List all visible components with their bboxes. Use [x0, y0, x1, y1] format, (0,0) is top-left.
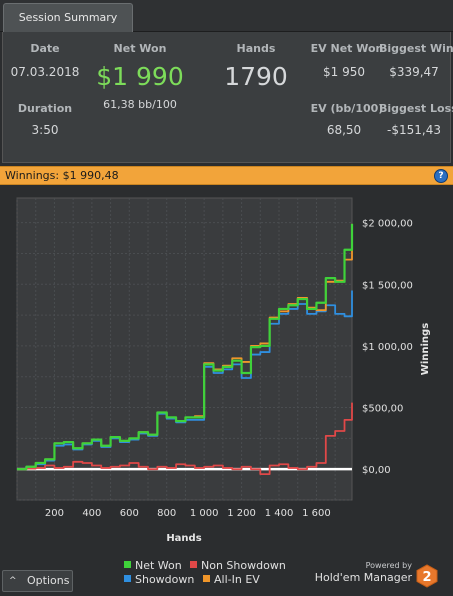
biggest-loss-label: Biggest Loss	[379, 102, 453, 115]
y-tick-label: $1 500,00	[362, 280, 413, 291]
y-tick-label: $1 000,00	[362, 342, 413, 353]
x-axis-label: Hands	[166, 533, 201, 544]
legend-label: All-In EV	[214, 573, 260, 586]
x-tick-label: 1 600	[302, 508, 331, 519]
help-icon[interactable]: ?	[434, 169, 448, 183]
powered-by: Powered by Hold'em Manager	[312, 561, 412, 584]
series-line-non-showdown	[17, 402, 353, 476]
hands-value: 1790	[224, 62, 288, 91]
session-summary-panel: Date 07.03.2018 Duration 3:50 Net Won $1…	[2, 32, 453, 163]
x-tick-labels: 200 400 600 800 1 000 1 200 1 400 1 600	[45, 508, 331, 519]
x-tick-label: 1 400	[265, 508, 294, 519]
biggest-win-label: Biggest Win	[379, 42, 453, 55]
legend-label: Showdown	[135, 573, 195, 586]
legend-item-net-won: Net Won	[124, 559, 182, 572]
logo-number: 2	[422, 570, 431, 585]
plot-area	[16, 197, 353, 501]
winnings-chart: 200 400 600 800 1 000 1 200 1 400 1 600 $0,00 $5…	[2, 186, 451, 594]
ev-net-won-value: $1 950	[323, 65, 365, 79]
y-tick-label: $0,00	[362, 465, 391, 476]
legend-item-non-showdown: Non Showdown	[190, 559, 286, 572]
bb-per-100-value: 61,38 bb/100	[103, 98, 177, 111]
winnings-bar: Winnings: $1 990,48 ?	[0, 166, 453, 185]
legend-label: Non Showdown	[201, 559, 286, 572]
y-tick-labels: $0,00 $500,00 $1 000,00 $1 500,00 $2 000,00	[362, 219, 413, 477]
x-tick-label: 600	[120, 508, 139, 519]
options-button[interactable]: ^ Options	[2, 570, 73, 592]
legend-swatch	[203, 575, 210, 582]
x-tick-label: 1 200	[227, 508, 256, 519]
legend-swatch	[124, 561, 131, 568]
legend-item-all-in-ev: All-In EV	[203, 573, 260, 586]
y-tick-label: $2 000,00	[362, 219, 413, 230]
y-axis-label: Winnings	[420, 323, 431, 375]
duration-value: 3:50	[31, 123, 59, 137]
ev-net-won-label: EV Net Won	[310, 42, 384, 55]
legend-swatch	[124, 575, 131, 582]
tab-session-summary[interactable]: Session Summary	[3, 3, 133, 32]
duration-label: Duration	[17, 102, 73, 115]
date-label: Date	[30, 42, 60, 55]
biggest-loss-value: -$151,43	[387, 123, 441, 137]
x-tick-label: 200	[45, 508, 64, 519]
ev-bb-label: EV (bb/100)	[310, 102, 384, 115]
powered-by-text: Powered by	[365, 561, 412, 570]
net-won-label: Net Won	[113, 42, 167, 55]
legend-swatch	[190, 561, 197, 568]
series-line-net-won	[17, 223, 354, 471]
x-tick-label: 800	[157, 508, 176, 519]
biggest-win-value: $339,47	[389, 65, 439, 79]
ev-bb-value: 68,50	[326, 123, 362, 137]
chart-svg: 200 400 600 800 1 000 1 200 1 400 1 600 $0,00 $5…	[16, 197, 431, 544]
product-name: Hold'em Manager	[314, 571, 412, 584]
net-won-value: $1 990	[96, 62, 184, 91]
x-tick-label: 400	[82, 508, 101, 519]
date-value: 07.03.2018	[10, 65, 80, 79]
legend-label: Net Won	[135, 559, 182, 572]
chevron-up-icon: ^	[9, 576, 17, 586]
x-tick-label: 1 000	[190, 508, 219, 519]
hands-label: Hands	[236, 42, 276, 55]
legend-item-showdown: Showdown	[124, 573, 194, 586]
hem-logo-icon: 2	[416, 564, 438, 588]
options-label: Options	[27, 574, 70, 587]
tab-bar: Session Summary	[0, 0, 453, 32]
winnings-title: Winnings: $1 990,48	[5, 169, 119, 182]
y-tick-label: $500,00	[362, 404, 403, 415]
series-lines	[17, 223, 354, 476]
